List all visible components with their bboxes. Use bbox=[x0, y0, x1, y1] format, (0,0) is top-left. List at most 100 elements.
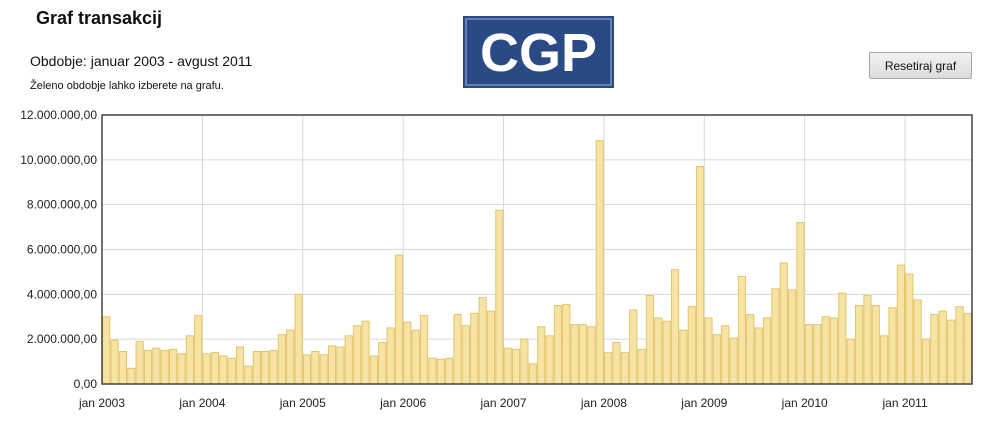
bar[interactable] bbox=[327, 345, 337, 385]
bar[interactable] bbox=[712, 334, 721, 385]
bar[interactable] bbox=[169, 348, 178, 385]
bar[interactable] bbox=[779, 262, 788, 385]
bar[interactable] bbox=[545, 335, 554, 385]
bar[interactable] bbox=[127, 367, 136, 385]
bar[interactable] bbox=[604, 352, 613, 385]
bar[interactable] bbox=[219, 355, 228, 385]
bar[interactable] bbox=[788, 289, 797, 385]
bar[interactable] bbox=[888, 307, 897, 385]
bar[interactable] bbox=[905, 273, 914, 385]
bar[interactable] bbox=[637, 348, 646, 385]
bar[interactable] bbox=[202, 353, 211, 385]
bar[interactable] bbox=[227, 357, 236, 385]
bar[interactable] bbox=[160, 349, 169, 385]
bar[interactable] bbox=[369, 355, 378, 385]
bar[interactable] bbox=[294, 293, 303, 385]
bar[interactable] bbox=[419, 315, 429, 385]
bar[interactable] bbox=[110, 339, 119, 385]
bar[interactable] bbox=[403, 321, 412, 385]
bar[interactable] bbox=[194, 315, 203, 385]
reset-chart-button[interactable]: Resetiraj graf bbox=[869, 52, 972, 79]
bar[interactable] bbox=[963, 312, 972, 385]
bar[interactable] bbox=[595, 140, 604, 385]
bar[interactable] bbox=[537, 326, 546, 385]
bar[interactable] bbox=[386, 327, 395, 385]
bar[interactable] bbox=[378, 342, 387, 385]
bar[interactable] bbox=[670, 269, 680, 385]
bar[interactable] bbox=[746, 314, 755, 385]
bar[interactable] bbox=[503, 347, 512, 385]
bar[interactable] bbox=[829, 317, 839, 385]
bar[interactable] bbox=[210, 352, 220, 385]
bar[interactable] bbox=[235, 346, 245, 385]
bar[interactable] bbox=[553, 305, 562, 385]
bar[interactable] bbox=[871, 305, 880, 385]
bar[interactable] bbox=[102, 316, 111, 385]
bar[interactable] bbox=[737, 275, 747, 385]
bar[interactable] bbox=[143, 349, 153, 385]
bar[interactable] bbox=[302, 354, 312, 385]
bar[interactable] bbox=[562, 303, 571, 385]
bar[interactable] bbox=[938, 310, 947, 385]
bar[interactable] bbox=[863, 294, 872, 385]
bar[interactable] bbox=[679, 329, 688, 385]
bar[interactable] bbox=[344, 335, 353, 385]
bar[interactable] bbox=[269, 349, 278, 385]
bar[interactable] bbox=[252, 350, 261, 385]
bar[interactable] bbox=[478, 297, 487, 385]
bar[interactable] bbox=[587, 326, 596, 385]
bar[interactable] bbox=[704, 317, 713, 385]
bar[interactable] bbox=[311, 350, 320, 385]
bar[interactable] bbox=[261, 350, 270, 385]
bar[interactable] bbox=[645, 294, 655, 385]
bar[interactable] bbox=[880, 335, 889, 385]
bar[interactable] bbox=[796, 222, 805, 385]
bar[interactable] bbox=[277, 334, 286, 385]
bar[interactable] bbox=[721, 325, 730, 385]
bar[interactable] bbox=[495, 209, 504, 385]
bar[interactable] bbox=[486, 310, 496, 385]
bar[interactable] bbox=[762, 317, 772, 385]
bar[interactable] bbox=[520, 338, 529, 385]
bar[interactable] bbox=[152, 347, 161, 385]
bar[interactable] bbox=[813, 324, 822, 385]
bar[interactable] bbox=[570, 324, 579, 385]
bar[interactable] bbox=[662, 320, 671, 385]
bar[interactable] bbox=[620, 352, 629, 385]
bar[interactable] bbox=[955, 306, 964, 385]
bar[interactable] bbox=[319, 354, 328, 385]
bar[interactable] bbox=[512, 348, 521, 385]
bar[interactable] bbox=[118, 350, 127, 385]
bar[interactable] bbox=[771, 288, 780, 385]
bar[interactable] bbox=[528, 363, 537, 385]
bar[interactable] bbox=[947, 319, 956, 385]
bar[interactable] bbox=[361, 320, 370, 385]
bar[interactable] bbox=[135, 340, 144, 385]
bar[interactable] bbox=[913, 299, 922, 385]
bar[interactable] bbox=[353, 325, 362, 385]
bar[interactable] bbox=[854, 305, 864, 385]
bar[interactable] bbox=[461, 325, 470, 385]
bar[interactable] bbox=[185, 335, 194, 385]
bar[interactable] bbox=[696, 166, 705, 385]
bar[interactable] bbox=[729, 337, 738, 385]
bar[interactable] bbox=[838, 292, 847, 385]
bar[interactable] bbox=[244, 365, 253, 385]
bar[interactable] bbox=[804, 324, 813, 385]
bar[interactable] bbox=[453, 314, 462, 385]
bar[interactable] bbox=[177, 353, 186, 385]
bar[interactable] bbox=[286, 329, 295, 385]
bar[interactable] bbox=[612, 342, 621, 385]
bar[interactable] bbox=[896, 264, 905, 385]
bar[interactable] bbox=[470, 312, 479, 385]
bar[interactable] bbox=[846, 338, 855, 385]
bar[interactable] bbox=[445, 357, 454, 385]
bar[interactable] bbox=[394, 254, 404, 385]
bar[interactable] bbox=[754, 327, 763, 385]
bar[interactable] bbox=[336, 346, 345, 385]
bar[interactable] bbox=[687, 306, 696, 385]
bar[interactable] bbox=[428, 357, 437, 385]
bar[interactable] bbox=[436, 358, 445, 385]
bar[interactable] bbox=[930, 314, 939, 385]
bar[interactable] bbox=[578, 324, 588, 385]
